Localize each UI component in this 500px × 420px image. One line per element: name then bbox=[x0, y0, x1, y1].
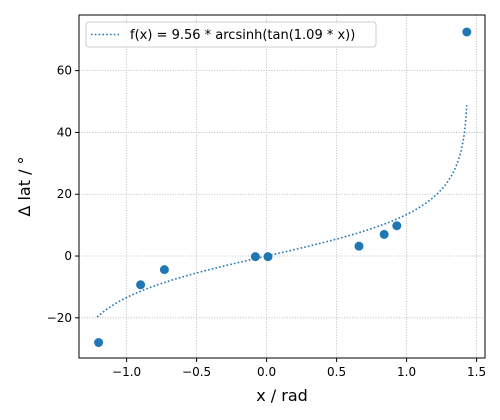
axes-frame bbox=[78, 14, 486, 359]
y-tick-label: −20 bbox=[47, 311, 72, 325]
x-axis-label: x / rad bbox=[256, 386, 308, 405]
data-point bbox=[354, 241, 364, 251]
y-axis-ticks: −20 0 20 40 60 bbox=[47, 64, 79, 325]
data-point bbox=[462, 27, 472, 37]
data-point bbox=[159, 265, 169, 275]
data-point bbox=[379, 229, 389, 239]
data-points bbox=[94, 27, 472, 348]
y-axis-label: Δ lat / ° bbox=[15, 156, 34, 216]
y-tick-label: 0 bbox=[64, 249, 72, 263]
grid bbox=[79, 15, 485, 358]
legend-label: f(x) = 9.56 * arcsinh(tan(1.09 * x)) bbox=[130, 28, 355, 43]
x-tick-label: 1.5 bbox=[467, 365, 486, 379]
x-axis-ticks: −1.0 −0.5 0.0 0.5 1.0 1.5 bbox=[112, 358, 486, 379]
y-tick-label: 20 bbox=[57, 187, 72, 201]
legend-box bbox=[85, 21, 377, 48]
x-tick-label: −0.5 bbox=[182, 365, 211, 379]
legend: f(x) = 9.56 * arcsinh(tan(1.09 * x)) bbox=[85, 21, 377, 48]
data-point bbox=[94, 338, 104, 348]
data-point bbox=[263, 252, 273, 262]
x-tick-label: 1.0 bbox=[397, 365, 416, 379]
x-tick-label: −1.0 bbox=[112, 365, 141, 379]
y-tick-label: 60 bbox=[57, 64, 72, 78]
x-tick-label: 0.0 bbox=[257, 365, 276, 379]
data-point bbox=[136, 280, 146, 290]
data-point bbox=[392, 221, 402, 231]
data-point bbox=[250, 252, 260, 262]
x-tick-label: 0.5 bbox=[327, 365, 346, 379]
y-tick-label: 40 bbox=[57, 125, 72, 139]
